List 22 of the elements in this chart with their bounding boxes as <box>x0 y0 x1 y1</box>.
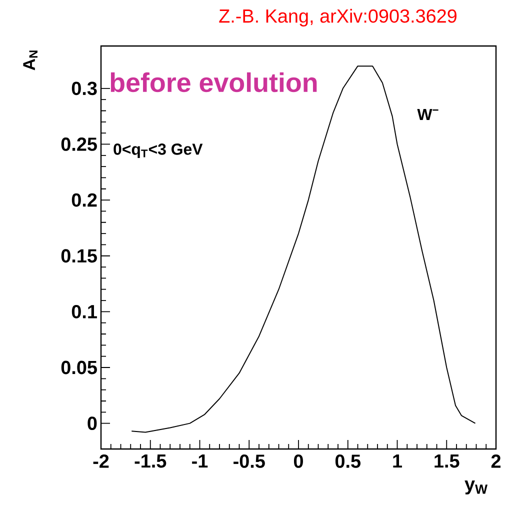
annotation: W$^{−}$ <box>417 109 439 120</box>
annotation: before evolution <box>111 72 317 92</box>
x-tick-label: 2 <box>492 454 501 468</box>
x-tick-label: -1.5 <box>135 454 166 468</box>
x-tick-label: 0.5 <box>336 454 361 468</box>
x-tick-label: -2 <box>94 454 109 468</box>
y-axis-title: A$_{N}$ <box>23 50 38 70</box>
x-tick-label: -1 <box>192 454 208 468</box>
y-tick-label: 0.15 <box>62 249 98 263</box>
y-tick-label: 0.25 <box>62 138 98 151</box>
annotation: 0<q$_{T}$<3 GeV <box>114 144 203 158</box>
y-tick-label: 0 <box>88 416 97 430</box>
x-tick-label: -0.5 <box>234 454 266 468</box>
y-tick-label: 0.1 <box>72 304 98 318</box>
y-tick-label: 0.2 <box>72 193 97 207</box>
y-tick-label: 0.05 <box>62 360 98 374</box>
x-tick-label: 0 <box>294 454 304 468</box>
x-tick-label: 1 <box>393 454 402 468</box>
y-tick-label: 0.3 <box>72 82 97 96</box>
x-axis-title: y$_{W}$ <box>464 480 488 494</box>
x-tick-label: 1.5 <box>434 454 460 468</box>
chart-title: Z.-B. Kang, arXiv:0903.3629 <box>219 8 457 26</box>
